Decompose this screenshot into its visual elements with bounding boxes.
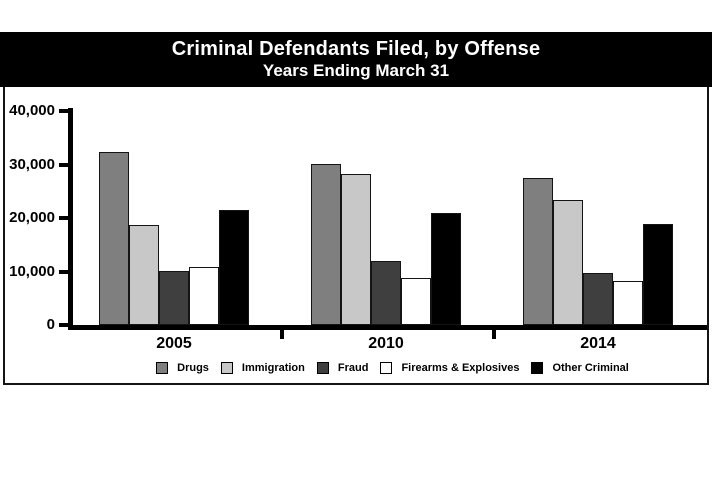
bar-immigration-2010 — [341, 174, 371, 325]
plot-area: 0 10,000 20,000 30,000 40,000 2005 2010 2014 — [5, 87, 707, 383]
bar-other-criminal-2005 — [219, 210, 249, 325]
bar-immigration-2005 — [129, 225, 159, 325]
y-axis-line — [68, 108, 73, 330]
y-axis-tick-label: 10,000 — [9, 262, 55, 280]
bar-fraud-2005 — [159, 271, 189, 325]
bar-firearms-explosives-2005 — [189, 267, 219, 325]
y-axis-tick-label: 40,000 — [9, 102, 55, 119]
legend-swatch-immigration — [220, 362, 233, 374]
legend-label-firearms-explosives: Firearms & Explosives — [401, 362, 520, 374]
bar-firearms-explosives-2010 — [401, 278, 431, 325]
chart-frame: 0 10,000 20,000 30,000 40,000 2005 2010 2014 Dr… — [3, 87, 709, 385]
legend-label-other-criminal: Other Criminal — [552, 362, 629, 374]
x-axis-category-label: 2014 — [580, 335, 616, 352]
x-axis-line — [68, 325, 707, 330]
bar-drugs-2014 — [523, 178, 553, 325]
y-axis-tick — [59, 109, 69, 113]
y-axis-tick-label: 20,000 — [9, 209, 55, 226]
bar-other-criminal-2010 — [431, 213, 461, 325]
bar-fraud-2010 — [371, 261, 401, 325]
chart-title: Criminal Defendants Filed, by Offense — [171, 38, 541, 60]
legend-item-immigration: Immigration — [220, 362, 305, 374]
x-axis-category-label: 2005 — [156, 335, 192, 352]
y-axis-tick-label: 30,000 — [9, 155, 55, 173]
y-axis-tick — [59, 162, 69, 167]
bar-other-criminal-2014 — [643, 224, 673, 325]
legend-label-immigration: Immigration — [241, 362, 305, 374]
legend-swatch-fraud — [316, 362, 329, 374]
bar-drugs-2010 — [311, 164, 341, 325]
legend-label-drugs: Drugs — [177, 362, 209, 374]
legend-swatch-drugs — [156, 362, 169, 374]
y-axis-tick — [59, 269, 69, 274]
legend: Drugs Immigration Fraud Firearms & Explosiv… — [80, 362, 705, 374]
bar-firearms-explosives-2014 — [613, 281, 643, 325]
legend-item-drugs: Drugs — [156, 362, 209, 374]
chart-subtitle: Years Ending March 31 — [262, 61, 450, 80]
bar-immigration-2014 — [553, 200, 583, 325]
x-axis-tick — [492, 325, 496, 339]
x-axis-category-label: 2010 — [368, 335, 404, 352]
legend-label-fraud: Fraud — [337, 362, 369, 374]
bar-fraud-2014 — [583, 273, 613, 325]
x-axis-tick — [280, 325, 284, 339]
legend-item-firearms-explosives: Firearms & Explosives — [380, 362, 519, 374]
legend-item-fraud: Fraud — [316, 362, 369, 374]
legend-swatch-other-criminal — [531, 362, 544, 374]
bar-drugs-2005 — [99, 152, 129, 325]
chart-title-banner: Criminal Defendants Filed, by Offense Ye… — [0, 32, 712, 87]
legend-swatch-firearms-explosives — [380, 362, 393, 374]
y-axis-tick-label: 0 — [46, 316, 55, 333]
y-axis-tick — [59, 323, 69, 327]
y-axis-tick — [59, 216, 69, 220]
legend-item-other-criminal: Other Criminal — [531, 362, 629, 374]
